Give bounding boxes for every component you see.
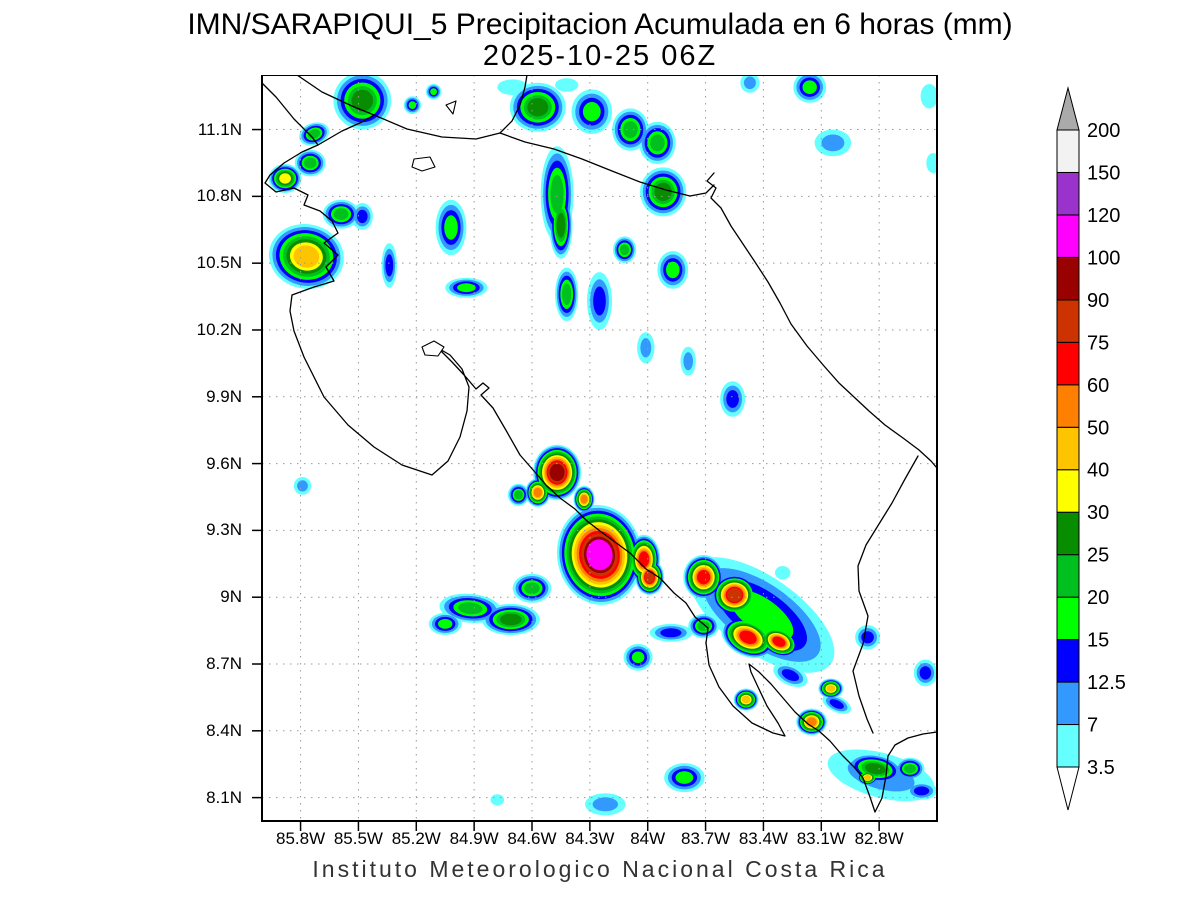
lon-tick-label: 85.5W (333, 829, 383, 848)
lon-tick-label: 83.4W (738, 829, 788, 848)
colorbar-under-arrow (1056, 766, 1080, 811)
chart-subtitle: 2025-10-25 06Z (482, 40, 718, 72)
colorbar-label: 40 (1087, 460, 1109, 482)
colorbar-segment (1056, 129, 1080, 173)
graticule (262, 75, 937, 821)
map-frame (261, 75, 938, 822)
coastline-caribbean (706, 172, 938, 469)
lat-tick-label: 8.4N (206, 720, 242, 740)
lon-tick-label: 85.2W (391, 829, 441, 848)
chart-title: IMN/SARAPIQUI_5 Precipitacion Acumulada … (187, 8, 1013, 41)
colorbar-segment (1056, 171, 1080, 216)
colorbar-label: 20 (1087, 587, 1109, 609)
lon-tick-label: 85.8W (275, 829, 326, 848)
precip-map (252, 75, 938, 831)
lon-tick-label: 82.8W (854, 829, 904, 848)
precip-shading (268, 75, 937, 816)
lat-tick-label: 9.9N (206, 386, 242, 406)
colorbar-label: 75 (1087, 332, 1109, 354)
border-panama (852, 455, 919, 734)
colorbar-label: 50 (1087, 417, 1109, 439)
colorbar-label: 25 (1087, 545, 1109, 567)
lat-tick-label: 8.1N (206, 787, 242, 807)
colorbar-label: 7 (1087, 715, 1098, 737)
lat-tick-label: 10.5N (196, 253, 242, 273)
colorbar-segment (1056, 596, 1080, 641)
lat-tick-label: 9.6N (206, 453, 242, 473)
colorbar-segment (1056, 384, 1080, 428)
colorbar-label: 15 (1087, 630, 1109, 652)
lon-tick-label: 84W (630, 829, 666, 848)
colorbar-segment (1056, 511, 1080, 556)
islands (411, 100, 457, 357)
lon-tick-label: 83.1W (796, 829, 846, 848)
colorbar-label: 30 (1087, 502, 1109, 524)
colorbar-label: 90 (1087, 290, 1109, 312)
lat-tick-label: 8.7N (206, 654, 242, 673)
lat-tick-label: 9.3N (206, 520, 242, 540)
lat-tick-label: 9N (220, 587, 242, 607)
colorbar-segment (1056, 426, 1080, 471)
colorbar-label: 200 (1087, 120, 1120, 142)
colorbar-label: 120 (1087, 205, 1120, 227)
colorbar-segment (1056, 256, 1080, 301)
colorbar-segment (1056, 554, 1080, 598)
colorbar-segment (1056, 214, 1080, 258)
colorbar-label: 60 (1087, 375, 1109, 397)
colorbar-segment (1056, 299, 1080, 343)
border-nicaragua (317, 114, 715, 197)
axis-ticks (252, 128, 880, 831)
lon-tick-label: 83.7W (680, 829, 731, 848)
footer-credit: Instituto Meteorologico Nacional Costa R… (312, 856, 888, 882)
colorbar-segment (1056, 724, 1080, 768)
lon-tick-label: 84.3W (565, 829, 615, 848)
coastline (261, 75, 938, 813)
colorbar-label: 3.5 (1087, 757, 1115, 779)
colorbar-segment (1056, 341, 1080, 386)
lat-tick-label: 11.1N (197, 119, 242, 139)
colorbar: 3.5 7 12.5 15 20 25 30 40 50 60 75 90 100 120 150 200 (1056, 86, 1126, 811)
colorbar-segment (1056, 681, 1080, 726)
lat-tick-label: 10.2N (196, 319, 242, 339)
colorbar-segment (1056, 639, 1080, 683)
colorbar-segment (1056, 469, 1080, 513)
lake-nicaragua-shore (296, 75, 528, 140)
lat-tick-label: 10.8N (196, 186, 242, 206)
lon-tick-label: 84.9W (449, 829, 499, 848)
colorbar-label: 100 (1087, 247, 1120, 269)
colorbar-label: 12.5 (1087, 672, 1126, 694)
coastline-pacific (261, 82, 938, 813)
colorbar-over-arrow (1056, 86, 1080, 131)
lon-tick-label: 84.6W (507, 829, 557, 848)
colorbar-label: 150 (1087, 163, 1120, 185)
